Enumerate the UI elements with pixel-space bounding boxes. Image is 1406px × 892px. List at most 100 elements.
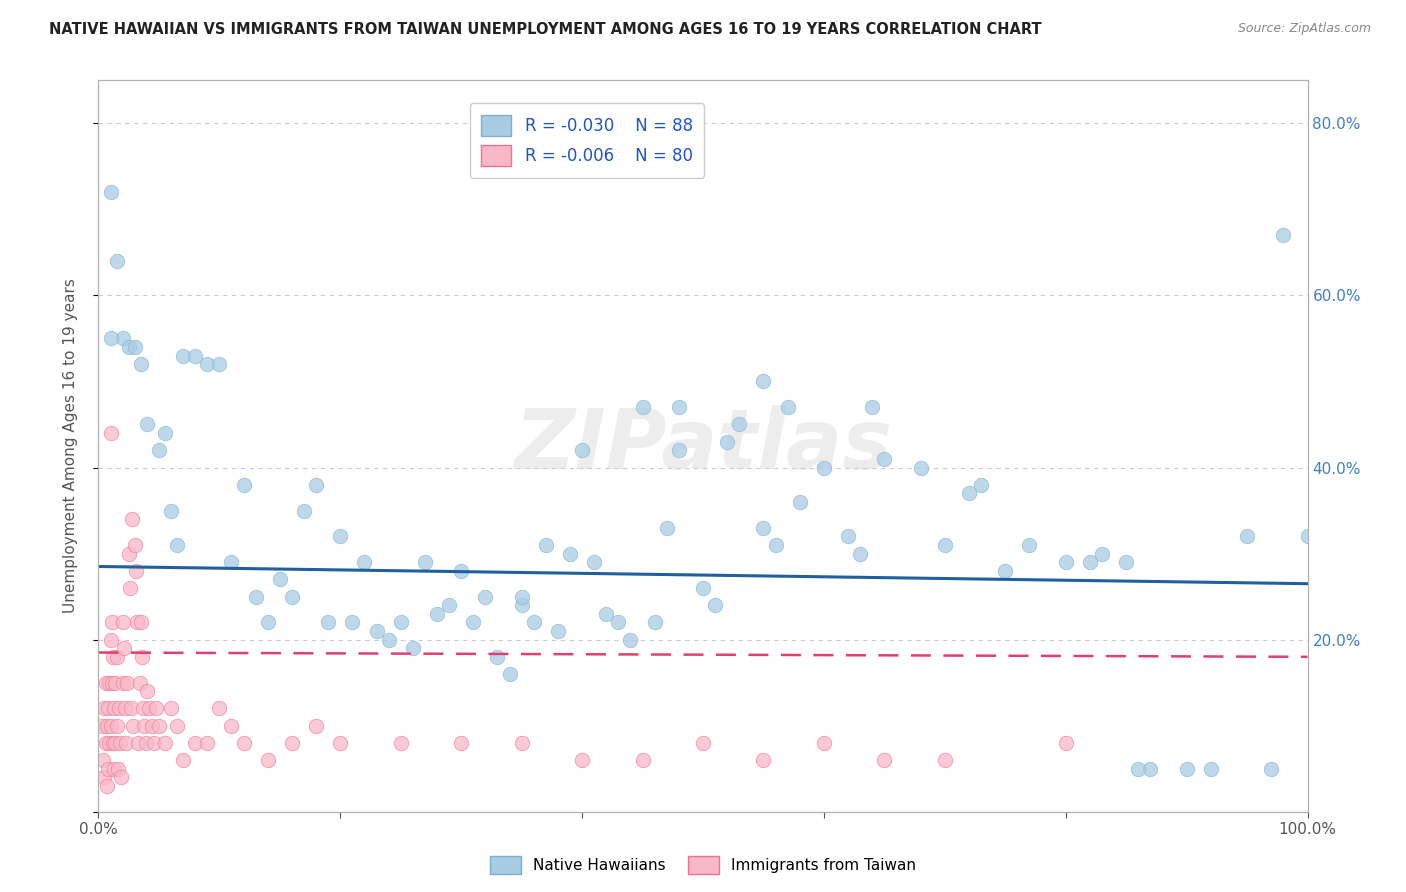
Point (510, 590, 533, 604)
Point (114, 701, 136, 715)
Point (232, 477, 254, 491)
Point (111, 675, 134, 690)
Point (1272, 228, 1295, 243)
Point (873, 451, 896, 466)
Point (860, 401, 883, 415)
Point (100, 426, 122, 441)
Point (450, 736, 472, 750)
Point (143, 736, 166, 750)
Point (607, 615, 630, 630)
Point (281, 736, 304, 750)
Point (96, 779, 118, 793)
Point (138, 701, 160, 715)
Point (100, 675, 122, 690)
Point (108, 736, 131, 750)
Point (256, 753, 278, 767)
Point (141, 719, 163, 733)
Point (111, 331, 134, 345)
Point (128, 675, 150, 690)
Point (134, 719, 156, 733)
Point (93, 701, 115, 715)
Point (728, 417, 751, 432)
Point (957, 486, 980, 500)
Point (91, 719, 114, 733)
Point (97, 701, 120, 715)
Point (269, 573, 291, 587)
Point (353, 555, 375, 569)
Point (127, 615, 149, 630)
Point (98, 675, 121, 690)
Point (1054, 736, 1077, 750)
Point (105, 649, 128, 664)
Point (595, 607, 617, 621)
Point (184, 736, 207, 750)
Legend: R = -0.030    N = 88, R = -0.006    N = 80: R = -0.030 N = 88, R = -0.006 N = 80 (470, 103, 704, 178)
Point (256, 615, 278, 630)
Point (910, 460, 932, 475)
Point (486, 649, 509, 664)
Point (692, 736, 714, 750)
Point (498, 667, 520, 681)
Point (125, 564, 148, 578)
Point (510, 736, 533, 750)
Point (148, 443, 170, 458)
Point (450, 564, 472, 578)
Point (135, 417, 157, 432)
Point (135, 736, 157, 750)
Point (1018, 538, 1040, 552)
Point (111, 615, 134, 630)
Point (934, 538, 956, 552)
Point (510, 598, 533, 612)
Point (1139, 762, 1161, 776)
Point (1199, 762, 1222, 776)
Point (752, 753, 775, 767)
Point (184, 349, 207, 363)
Point (631, 401, 654, 415)
Point (172, 753, 194, 767)
Point (124, 538, 146, 552)
Point (100, 331, 122, 345)
Y-axis label: Unemployment Among Ages 16 to 19 years: Unemployment Among Ages 16 to 19 years (63, 278, 77, 614)
Point (112, 641, 135, 656)
Point (100, 185, 122, 199)
Point (96, 719, 118, 733)
Point (100, 615, 122, 630)
Point (103, 762, 125, 776)
Point (849, 547, 872, 561)
Point (118, 340, 141, 354)
Point (873, 753, 896, 767)
Point (195, 736, 218, 750)
Point (153, 736, 176, 750)
Point (837, 529, 859, 543)
Point (132, 701, 155, 715)
Point (426, 607, 449, 621)
Point (208, 357, 231, 371)
Point (752, 521, 775, 535)
Point (644, 615, 666, 630)
Point (101, 736, 124, 750)
Point (166, 719, 188, 733)
Point (1296, 529, 1319, 543)
Point (534, 538, 557, 552)
Point (558, 547, 581, 561)
Point (221, 555, 243, 569)
Point (716, 434, 738, 449)
Point (1236, 529, 1258, 543)
Text: Source: ZipAtlas.com: Source: ZipAtlas.com (1237, 22, 1371, 36)
Point (129, 357, 152, 371)
Text: NATIVE HAWAIIAN VS IMMIGRANTS FROM TAIWAN UNEMPLOYMENT AMONG AGES 16 TO 19 YEARS: NATIVE HAWAIIAN VS IMMIGRANTS FROM TAIWA… (49, 22, 1042, 37)
Point (329, 736, 352, 750)
Point (463, 615, 485, 630)
Point (1175, 762, 1198, 776)
Point (305, 719, 328, 733)
Point (1128, 762, 1150, 776)
Point (135, 684, 157, 698)
Point (232, 736, 254, 750)
Point (120, 701, 142, 715)
Point (329, 529, 352, 543)
Point (245, 590, 267, 604)
Point (547, 624, 569, 638)
Point (305, 477, 328, 491)
Point (1260, 762, 1282, 776)
Point (100, 632, 122, 647)
